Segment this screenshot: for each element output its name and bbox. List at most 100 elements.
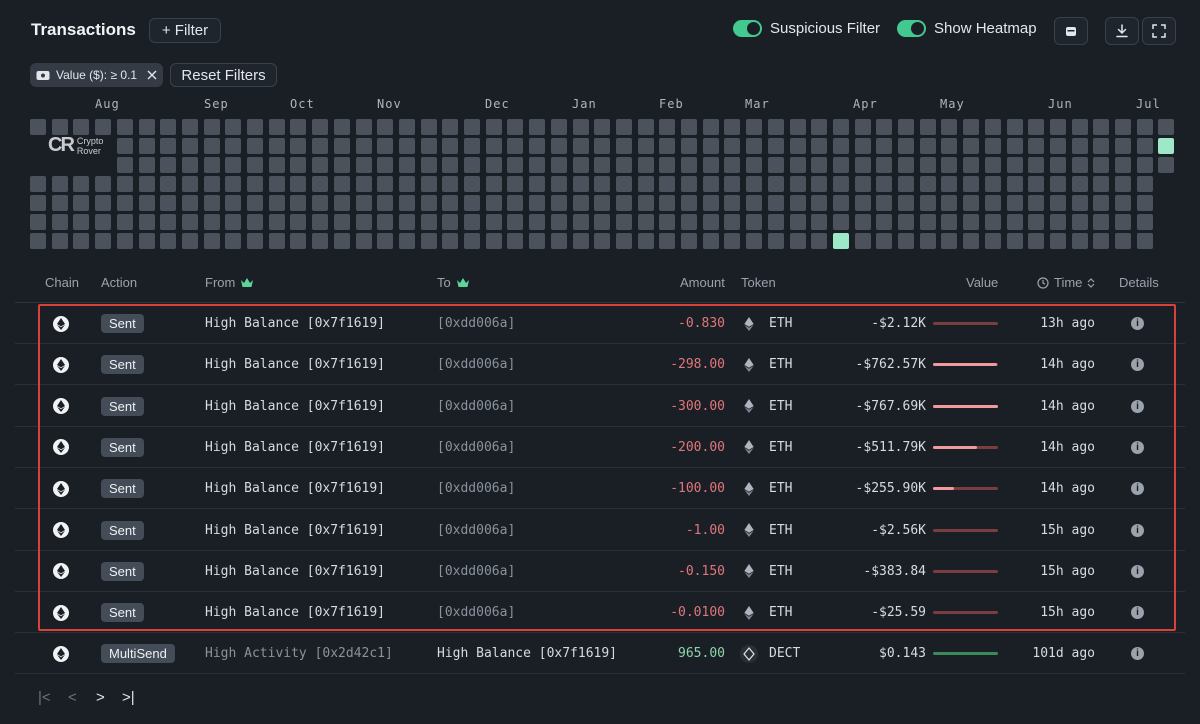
heatmap-cell[interactable] [312,195,329,211]
heatmap-cell[interactable] [247,119,263,135]
info-icon[interactable]: i [1131,606,1144,620]
heatmap-cell[interactable] [550,119,567,135]
heatmap-cell[interactable] [312,233,329,249]
heatmap-cell[interactable] [507,214,524,230]
heatmap-cell[interactable] [1136,138,1153,154]
heatmap-cell[interactable] [290,157,307,173]
info-icon[interactable]: i [1131,564,1144,578]
heatmap-cell[interactable] [464,195,480,211]
heatmap-cell[interactable] [963,119,980,135]
action-badge[interactable]: Sent [101,561,144,581]
heatmap-cell[interactable] [572,176,589,192]
heatmap-cell[interactable] [1115,138,1131,154]
heatmap-cell[interactable] [615,119,632,135]
heatmap-cell[interactable] [116,119,133,135]
heatmap-cell[interactable] [138,138,155,154]
from-address[interactable]: High Balance [0x7f1619] [205,522,386,538]
heatmap-cell[interactable] [941,157,958,173]
heatmap-cell[interactable] [724,195,741,211]
heatmap-cell[interactable] [529,195,546,211]
heatmap-cell[interactable] [225,176,242,192]
last-page-button[interactable]: >| [122,689,135,706]
heatmap-cell[interactable] [898,214,914,230]
heatmap-cell[interactable] [73,119,90,135]
heatmap-cell[interactable] [594,176,611,192]
heatmap-cell[interactable] [941,233,958,249]
heatmap-cell[interactable] [767,195,784,211]
heatmap-cell[interactable] [1136,176,1153,192]
heatmap-cell[interactable] [160,138,177,154]
heatmap-cell[interactable] [615,157,632,173]
heatmap-cell[interactable] [854,214,871,230]
heatmap-cell[interactable] [615,195,632,211]
to-address[interactable]: [0xdd006a] [437,357,516,373]
from-address[interactable]: High Balance [0x7f1619] [205,563,386,579]
heatmap-cell[interactable] [398,214,415,230]
heatmap-cell[interactable] [1049,157,1066,173]
heatmap-cell[interactable] [550,195,567,211]
add-filter-button[interactable]: + Filter [149,18,221,43]
heatmap-cell[interactable] [789,138,806,154]
heatmap-cell[interactable] [268,138,285,154]
heatmap-cell[interactable] [1028,119,1045,135]
heatmap-cell[interactable] [898,119,914,135]
heatmap-cell[interactable] [1158,157,1175,173]
fullscreen-button[interactable] [1142,17,1176,45]
to-address[interactable]: [0xdd006a] [437,316,516,331]
heatmap-cell[interactable] [1093,214,1110,230]
heatmap-cell[interactable] [95,176,112,192]
heatmap-cell[interactable] [116,157,133,173]
heatmap-cell[interactable] [1093,176,1110,192]
heatmap-cell[interactable] [333,119,350,135]
heatmap-cell[interactable] [116,195,133,211]
table-row[interactable]: Sent High Balance [0x7f1619] [0xdd006a] -29… [15,344,1185,386]
heatmap-cell[interactable] [615,176,632,192]
heatmap-cell[interactable] [30,195,46,211]
heatmap-cell[interactable] [789,119,806,135]
table-row[interactable]: Sent High Balance [0x7f1619] [0xdd006a] -0.… [15,592,1185,634]
heatmap-cell[interactable] [898,176,914,192]
heatmap-cell[interactable] [333,176,350,192]
heatmap-cell[interactable] [333,195,350,211]
heatmap-cell[interactable] [420,214,437,230]
close-icon[interactable] [147,70,157,80]
heatmap-cell[interactable] [181,176,198,192]
heatmap-cell[interactable] [181,157,198,173]
heatmap-cell[interactable] [572,119,589,135]
heatmap-cell[interactable] [138,176,155,192]
heatmap-cell[interactable] [941,214,958,230]
from-address[interactable]: High Balance [0x7f1619] [205,439,386,455]
heatmap-cell[interactable] [247,176,263,192]
to-address[interactable]: High Balance [0x7f1619] [437,646,618,662]
heatmap-cell[interactable] [767,233,784,249]
heatmap-cell[interactable] [832,195,849,211]
heatmap-cell[interactable] [876,157,893,173]
heatmap-cell[interactable] [529,119,546,135]
heatmap-cell[interactable] [681,138,697,154]
heatmap-cell[interactable] [746,195,763,211]
reset-filters-button[interactable]: Reset Filters [170,63,277,87]
heatmap-cell[interactable] [919,214,936,230]
heatmap-cell[interactable] [1006,176,1023,192]
heatmap-cell[interactable] [811,157,828,173]
heatmap-cell[interactable] [724,233,741,249]
heatmap-cell[interactable] [464,157,480,173]
heatmap-cell[interactable] [811,195,828,211]
heatmap-cell[interactable] [811,119,828,135]
action-badge[interactable]: Sent [101,603,144,623]
heatmap-cell[interactable] [615,138,632,154]
heatmap-cell[interactable] [73,233,90,249]
heatmap-cell[interactable] [290,119,307,135]
heatmap-cell[interactable] [876,176,893,192]
heatmap-cell[interactable] [181,119,198,135]
heatmap-cell[interactable] [876,195,893,211]
heatmap-cell[interactable] [225,119,242,135]
heatmap-cell[interactable] [746,233,763,249]
heatmap-cell[interactable] [767,138,784,154]
heatmap-cell[interactable] [1006,119,1023,135]
from-address[interactable]: High Balance [0x7f1619] [205,316,386,331]
from-address[interactable]: High Activity [0x2d42c1] [205,646,393,662]
heatmap-cell[interactable] [51,233,68,249]
heatmap-cell[interactable] [398,233,415,249]
heatmap-cell[interactable] [485,233,502,249]
